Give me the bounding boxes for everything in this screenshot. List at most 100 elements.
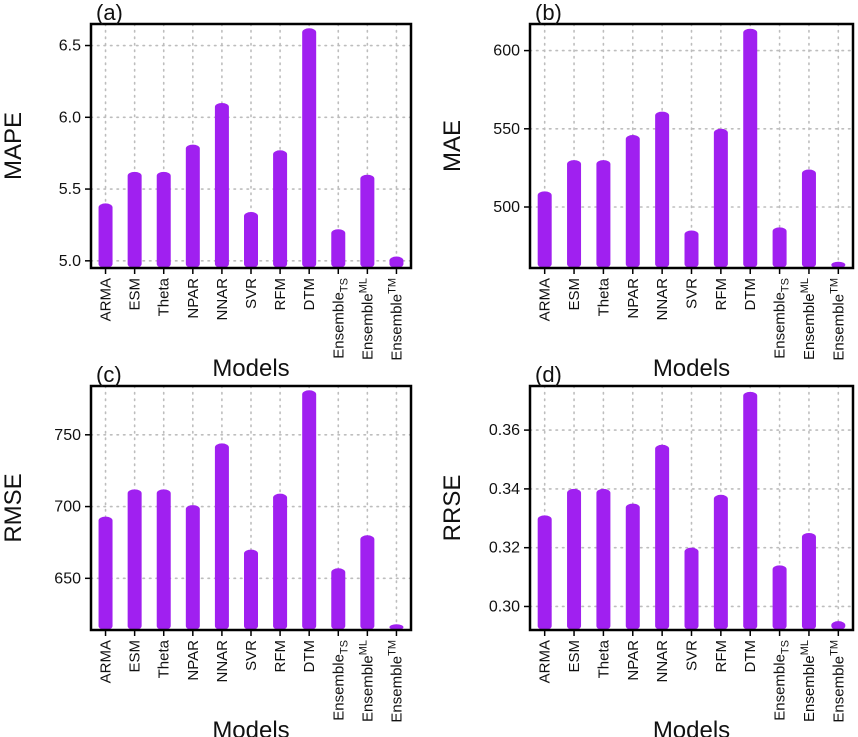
x-tick-label: SVR xyxy=(243,640,260,671)
y-tick-label: 600 xyxy=(493,43,520,60)
bar-npar xyxy=(185,144,200,268)
chart-panel-c: 650 700 750 ARMA ESM Theta NPAR NNAR SVR RFM DTM En… xyxy=(0,362,413,737)
bar-svr xyxy=(244,549,258,630)
bar-theta xyxy=(596,160,611,268)
bar-theta xyxy=(156,489,171,630)
bar-esm xyxy=(127,489,142,630)
chart-panel-b: 500 550 600 ARMA ESM Theta NPAR NNAR SVR RFM DTM En… xyxy=(439,0,855,382)
y-tick-label: 700 xyxy=(54,499,81,516)
bar-ensemble-ml xyxy=(801,169,816,268)
x-tick-label: ESM xyxy=(127,278,144,311)
y-tick-label: 0.36 xyxy=(489,422,520,439)
y-tick-label: 500 xyxy=(493,199,520,216)
y-axis-title: RRSE xyxy=(439,475,466,542)
y-axis-title: MAE xyxy=(439,120,466,172)
x-tick-label: EnsembleTS xyxy=(772,278,792,359)
bar-rfm xyxy=(273,493,288,630)
chart-panel-d: 0.30 0.32 0.34 0.36 ARMA ESM Theta NPAR NNAR SVR R… xyxy=(439,362,855,737)
x-tick-label: EnsembleTM xyxy=(828,278,847,361)
bar-dtm xyxy=(302,390,317,630)
bar-svr xyxy=(244,212,258,268)
bar-ensemble-tm xyxy=(831,621,846,630)
y-tick-label: 6.5 xyxy=(59,38,81,55)
x-tick-label: NPAR xyxy=(625,278,642,319)
bar-ensemble-ts xyxy=(331,568,346,630)
bar-rfm xyxy=(713,128,728,268)
x-tick-label: ARMA xyxy=(98,640,115,683)
x-axis-title: Models xyxy=(212,355,289,382)
bar-ensemble-ts xyxy=(772,227,787,268)
y-axis-title: RMSE xyxy=(0,473,27,542)
bar-arma xyxy=(98,516,113,630)
bar-ensemble-tm xyxy=(831,261,846,268)
x-tick-label: NPAR xyxy=(625,640,642,681)
panel-label: (b) xyxy=(535,0,562,25)
bar-nnar xyxy=(214,443,229,630)
x-tick-label: EnsembleML xyxy=(799,640,818,722)
bar-arma xyxy=(98,203,113,268)
bar-svr xyxy=(684,547,699,630)
bar-ensemble-ts xyxy=(772,565,787,630)
bar-esm xyxy=(567,488,582,630)
bar-ensemble-ml xyxy=(360,174,375,268)
bar-npar xyxy=(625,135,640,268)
bar-npar xyxy=(625,503,640,630)
x-tick-label: EnsembleML xyxy=(799,278,818,360)
bar-arma xyxy=(537,515,552,630)
x-tick-label: EnsembleTM xyxy=(386,278,405,361)
x-tick-label: DTM xyxy=(301,640,318,673)
bar-theta xyxy=(596,488,611,630)
bar-nnar xyxy=(655,111,670,268)
y-tick-label: 0.34 xyxy=(489,481,520,498)
chart-panel-a: 5.0 5.5 6.0 6.5 ARMA ESM Theta NPAR NNAR SVR RFM DT… xyxy=(0,0,413,382)
x-tick-label: SVR xyxy=(684,278,701,309)
bar-nnar xyxy=(214,102,229,268)
panel-label: (c) xyxy=(96,362,122,387)
bar-ensemble-tm xyxy=(389,624,404,630)
x-tick-label: ESM xyxy=(127,640,144,673)
x-tick-label: NNAR xyxy=(214,278,231,321)
x-tick-label: Theta xyxy=(156,277,173,316)
x-tick-label: SVR xyxy=(684,640,701,671)
bar-svr xyxy=(684,230,699,268)
bar-theta xyxy=(156,171,171,268)
bar-rfm xyxy=(713,494,728,630)
y-tick-label: 0.32 xyxy=(489,540,520,557)
x-tick-label: RFM xyxy=(272,278,289,311)
x-tick-label: ESM xyxy=(566,640,583,673)
x-tick-label: SVR xyxy=(243,278,260,309)
bar-dtm xyxy=(743,391,758,630)
panel-label: (a) xyxy=(96,0,123,25)
x-tick-label: NNAR xyxy=(654,278,671,321)
x-axis-title: Models xyxy=(653,717,730,737)
x-tick-label: EnsembleTS xyxy=(330,278,350,359)
bar-ensemble-tm xyxy=(389,256,404,268)
x-tick-label: Theta xyxy=(595,639,612,678)
x-tick-label: DTM xyxy=(301,278,318,311)
y-tick-label: 5.0 xyxy=(59,253,81,270)
y-tick-label: 550 xyxy=(493,121,520,138)
y-axis-title: MAPE xyxy=(0,112,27,180)
bar-nnar xyxy=(655,444,670,630)
x-tick-label: Theta xyxy=(595,277,612,316)
y-tick-label: 750 xyxy=(54,427,81,444)
bar-ensemble-ts xyxy=(331,229,346,268)
bar-dtm xyxy=(302,28,317,269)
x-tick-label: RFM xyxy=(272,640,289,673)
x-tick-label: DTM xyxy=(742,278,759,311)
x-tick-label: EnsembleTM xyxy=(386,640,405,723)
bar-ensemble-ml xyxy=(360,535,375,630)
x-tick-label: DTM xyxy=(742,640,759,673)
bar-esm xyxy=(567,160,582,268)
x-tick-label: RFM xyxy=(713,640,730,673)
x-tick-label: EnsembleTS xyxy=(772,640,792,721)
x-axis-title: Models xyxy=(212,717,289,737)
x-tick-label: EnsembleML xyxy=(357,278,376,360)
x-tick-label: NNAR xyxy=(654,640,671,683)
bar-npar xyxy=(185,505,200,630)
x-tick-label: ARMA xyxy=(537,278,554,321)
bar-arma xyxy=(537,191,552,268)
x-axis-title: Models xyxy=(653,355,730,382)
x-tick-label: EnsembleML xyxy=(357,640,376,722)
panel-label: (d) xyxy=(535,362,562,387)
